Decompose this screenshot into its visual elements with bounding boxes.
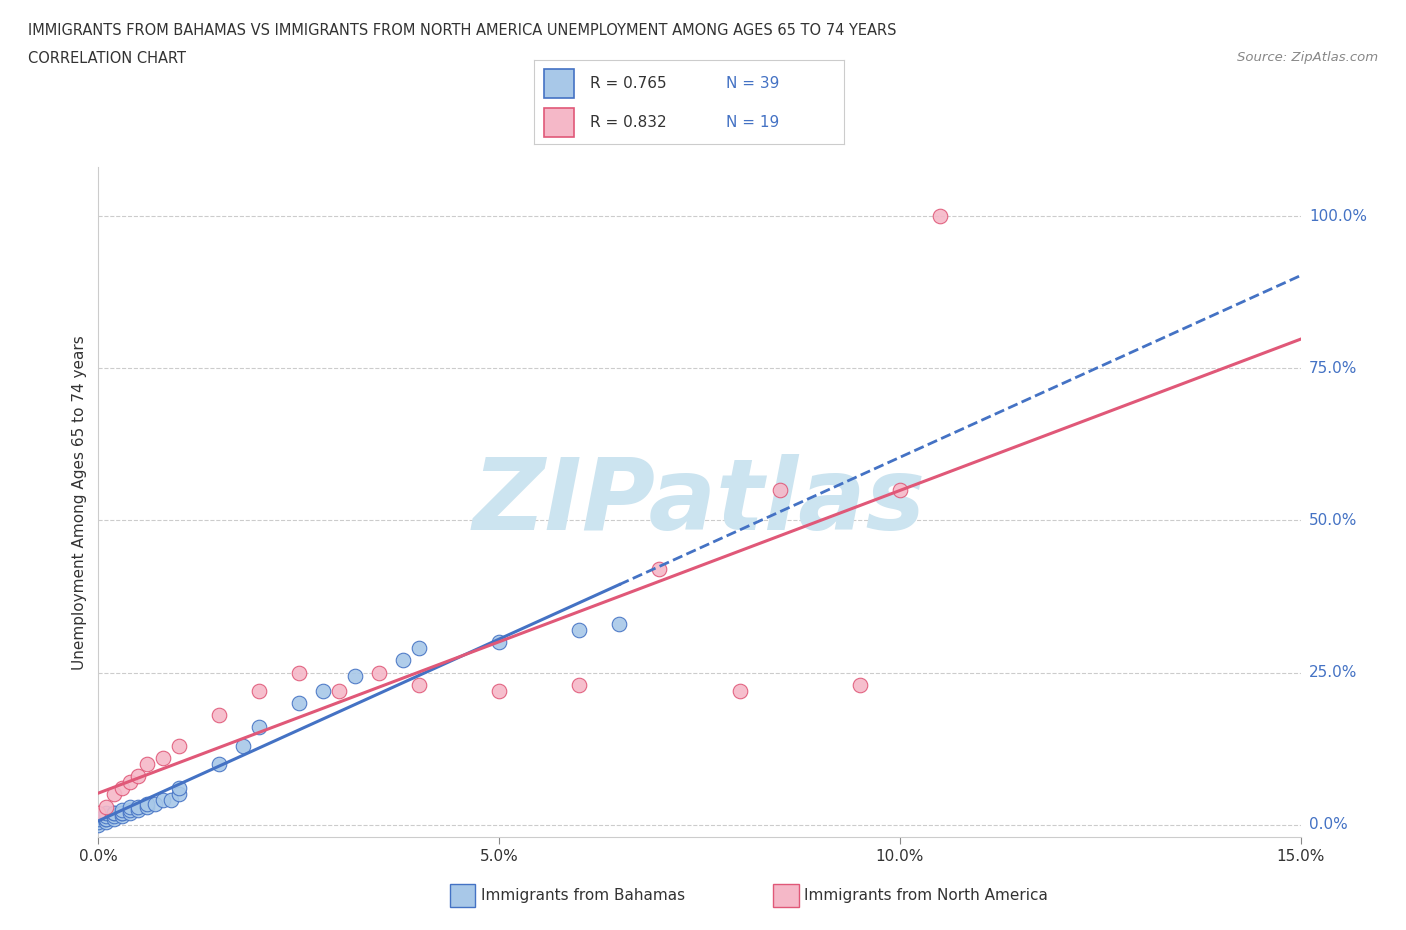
Point <box>111 781 134 796</box>
Point <box>128 803 150 817</box>
Y-axis label: Unemployment Among Ages 65 to 74 years: Unemployment Among Ages 65 to 74 years <box>72 335 87 670</box>
Point <box>87 815 110 830</box>
Text: 100.0%: 100.0% <box>1309 208 1367 223</box>
Point <box>849 677 872 692</box>
Point <box>208 756 231 771</box>
Point <box>103 805 125 820</box>
Text: 25.0%: 25.0% <box>1309 665 1357 680</box>
Point <box>488 684 510 698</box>
Point <box>288 665 311 680</box>
Point <box>159 793 181 808</box>
Point <box>96 808 118 823</box>
Point <box>87 811 110 826</box>
Point <box>111 808 134 823</box>
Point <box>167 738 190 753</box>
Text: IMMIGRANTS FROM BAHAMAS VS IMMIGRANTS FROM NORTH AMERICA UNEMPLOYMENT AMONG AGES: IMMIGRANTS FROM BAHAMAS VS IMMIGRANTS FR… <box>28 23 897 38</box>
Text: Immigrants from Bahamas: Immigrants from Bahamas <box>481 887 685 903</box>
Point <box>128 769 150 784</box>
Point <box>103 805 125 820</box>
Text: Immigrants from North America: Immigrants from North America <box>804 887 1047 903</box>
Point <box>392 653 415 668</box>
Point <box>247 720 270 735</box>
Point <box>96 805 118 820</box>
Point <box>111 803 134 817</box>
Point <box>120 805 142 820</box>
Point <box>568 677 591 692</box>
Point <box>929 208 952 223</box>
Point <box>96 815 118 830</box>
Point <box>728 684 751 698</box>
Point <box>768 483 790 498</box>
Text: N = 19: N = 19 <box>725 115 779 130</box>
Text: N = 39: N = 39 <box>725 75 779 90</box>
Point <box>568 622 591 637</box>
Text: CORRELATION CHART: CORRELATION CHART <box>28 51 186 66</box>
Point <box>152 751 174 765</box>
Text: 75.0%: 75.0% <box>1309 361 1357 376</box>
Point <box>96 811 118 826</box>
Point <box>312 684 335 698</box>
Point <box>152 793 174 808</box>
Point <box>167 787 190 802</box>
Point <box>143 796 166 811</box>
Point <box>96 811 118 826</box>
Point <box>120 799 142 814</box>
Point <box>87 805 110 820</box>
Point <box>167 781 190 796</box>
Point <box>135 756 157 771</box>
Point <box>889 483 911 498</box>
Point <box>111 805 134 820</box>
Point <box>103 811 125 826</box>
Point <box>232 738 254 753</box>
Point <box>288 696 311 711</box>
Point <box>120 803 142 817</box>
Text: ZIPatlas: ZIPatlas <box>472 454 927 551</box>
Point <box>408 641 430 656</box>
Point <box>408 677 430 692</box>
Point <box>87 817 110 832</box>
Point <box>135 799 157 814</box>
Point <box>609 617 631 631</box>
Point <box>135 796 157 811</box>
Text: R = 0.765: R = 0.765 <box>591 75 666 90</box>
Point <box>128 799 150 814</box>
Point <box>648 562 671 577</box>
Text: R = 0.832: R = 0.832 <box>591 115 666 130</box>
Point <box>368 665 391 680</box>
Point <box>111 805 134 820</box>
Point <box>103 808 125 823</box>
Point <box>343 669 366 684</box>
Point <box>208 708 231 723</box>
Point <box>96 799 118 814</box>
Text: Source: ZipAtlas.com: Source: ZipAtlas.com <box>1237 51 1378 64</box>
Text: 0.0%: 0.0% <box>1309 817 1347 832</box>
Bar <box>544 108 575 138</box>
Bar <box>544 69 575 99</box>
Text: 50.0%: 50.0% <box>1309 513 1357 528</box>
Point <box>120 775 142 790</box>
Point <box>103 787 125 802</box>
Point <box>247 684 270 698</box>
Point <box>328 684 350 698</box>
Point <box>488 635 510 650</box>
